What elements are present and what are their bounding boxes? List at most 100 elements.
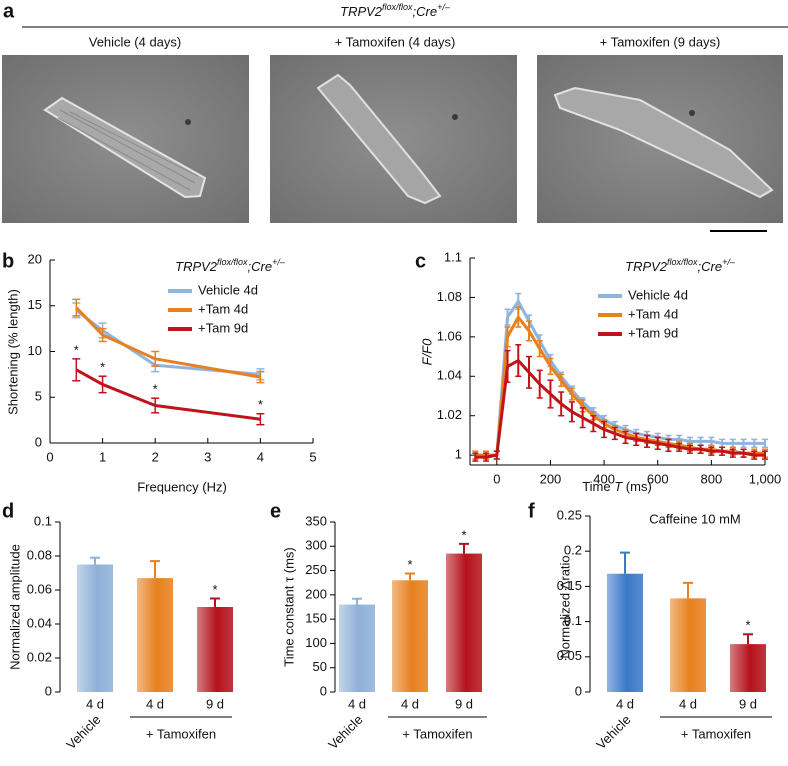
micrograph xyxy=(270,55,517,223)
panel-letter: a xyxy=(3,0,15,22)
micrograph xyxy=(537,55,783,223)
x-tick-label: 4 d xyxy=(616,696,634,711)
micrograph xyxy=(2,55,249,223)
x-tick-label: 2 xyxy=(152,449,159,464)
label: Time T (ms) xyxy=(582,479,652,494)
series xyxy=(472,343,768,462)
significance: * xyxy=(745,618,750,633)
y-tick-label: 0.08 xyxy=(27,547,52,562)
x-tick-label: 5 xyxy=(309,449,316,464)
label-part: flox/flox xyxy=(382,2,413,12)
y-tick-label: 350 xyxy=(305,513,327,528)
label-part: TRPV2 xyxy=(340,4,383,19)
y-tick-label: 20 xyxy=(28,251,42,266)
label-part: ;Cre xyxy=(698,259,723,274)
x-tick-label: 1 xyxy=(99,449,106,464)
panel-letter: b xyxy=(2,250,14,272)
y-tick-label: 300 xyxy=(305,538,327,553)
x-tick-label: 9 d xyxy=(739,696,757,711)
y-tick-label: 0.15 xyxy=(557,578,582,593)
x-tick-label: 600 xyxy=(647,471,669,486)
y-tick-label: 1.02 xyxy=(437,407,462,422)
series-line xyxy=(475,359,765,459)
x-tick-label: 4 d xyxy=(401,696,419,711)
series xyxy=(72,298,265,384)
y-tick-label: 15 xyxy=(28,297,42,312)
legend-label: +Tam 4d xyxy=(628,306,678,321)
bar xyxy=(730,644,766,692)
x-tick-label: 4 d xyxy=(348,696,366,711)
group-label: + Tamoxifen xyxy=(146,726,216,741)
x-tick-label: 1,000 xyxy=(749,471,782,486)
label-part: (ms) xyxy=(622,479,652,494)
y-tick-label: 0.05 xyxy=(557,648,582,663)
group-label: Vehicle xyxy=(63,712,103,752)
x-tick-label: 0 xyxy=(46,449,53,464)
bar xyxy=(670,598,706,692)
label-part: flox/flox xyxy=(667,257,698,267)
label-part: +/– xyxy=(272,257,286,267)
x-tick-label: 4 xyxy=(257,449,264,464)
significance: * xyxy=(258,397,263,412)
legend-label: +Tam 9d xyxy=(628,325,678,340)
y-tick-label: 150 xyxy=(305,611,327,626)
x-tick-label: 800 xyxy=(701,471,723,486)
label: TRPV2flox/flox;Cre+/– xyxy=(175,257,286,274)
legend-label: +Tam 9d xyxy=(198,320,248,335)
label-part: TRPV2 xyxy=(175,259,218,274)
panel-letter: c xyxy=(415,250,426,272)
bar xyxy=(77,564,113,692)
label-part: ;Cre xyxy=(413,4,438,19)
x-tick-label: 4 d xyxy=(679,696,697,711)
image-label: + Tamoxifen (9 days) xyxy=(600,34,721,49)
series xyxy=(72,358,265,426)
image-label: Vehicle (4 days) xyxy=(89,34,182,49)
significance: * xyxy=(212,582,217,597)
label: TRPV2flox/flox;Cre+/– xyxy=(625,257,736,274)
y-tick-label: 100 xyxy=(305,635,327,650)
y-tick-label: 1.04 xyxy=(437,368,462,383)
bar xyxy=(197,607,233,692)
y-tick-label: 0 xyxy=(35,434,42,449)
y-tick-label: 5 xyxy=(35,389,42,404)
legend-label: +Tam 4d xyxy=(198,301,248,316)
significance: * xyxy=(153,382,158,397)
significance: * xyxy=(100,360,105,375)
x-tick-label: 4 d xyxy=(146,696,164,711)
legend-label: Vehicle 4d xyxy=(198,282,258,297)
y-tick-label: 50 xyxy=(313,659,327,674)
y-tick-label: 1.1 xyxy=(444,249,462,264)
label-part: +/– xyxy=(437,2,451,12)
label-part: T xyxy=(614,479,623,494)
group-label: + Tamoxifen xyxy=(402,726,472,741)
y-tick-label: 0 xyxy=(45,683,52,698)
x-tick-label: 9 d xyxy=(206,696,224,711)
y-tick-label: 0.1 xyxy=(564,613,582,628)
y-tick-label: 10 xyxy=(28,343,42,358)
image-label: + Tamoxifen (4 days) xyxy=(335,34,456,49)
label: TRPV2flox/flox;Cre+/– xyxy=(340,2,451,19)
group-label: Vehicle xyxy=(593,712,633,752)
bar xyxy=(137,578,173,692)
significance: * xyxy=(461,527,466,542)
x-axis-label: Frequency (Hz) xyxy=(137,479,227,494)
group-label: + Tamoxifen xyxy=(681,726,751,741)
x-tick-label: 4 d xyxy=(86,696,104,711)
panel-letter: f xyxy=(528,500,535,522)
label-part: ;Cre xyxy=(248,259,273,274)
y-axis-label: Shortening (% length) xyxy=(5,289,20,415)
y-tick-label: 1 xyxy=(455,447,462,462)
y-tick-label: 0.02 xyxy=(27,649,52,664)
bar xyxy=(607,573,643,692)
label-part: TRPV2 xyxy=(625,259,668,274)
y-tick-label: 0.06 xyxy=(27,581,52,596)
panel-letter: d xyxy=(2,500,14,522)
significance: * xyxy=(407,557,412,572)
significance: * xyxy=(74,342,79,357)
series-line xyxy=(75,306,261,379)
y-tick-label: 0.25 xyxy=(557,507,582,522)
y-axis-label: Time constant τ (ms) xyxy=(281,547,296,667)
y-tick-label: 0.04 xyxy=(27,615,52,630)
y-tick-label: 1.08 xyxy=(437,289,462,304)
